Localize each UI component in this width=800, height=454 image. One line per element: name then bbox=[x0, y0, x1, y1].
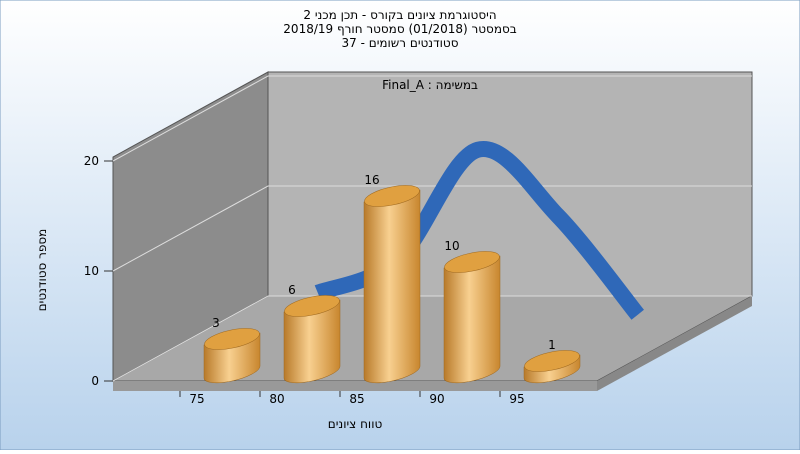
bar-body bbox=[363, 189, 421, 384]
floor-front bbox=[113, 381, 597, 391]
x-tick-label: 75 bbox=[189, 392, 204, 406]
bar bbox=[523, 350, 581, 384]
back-wall bbox=[267, 71, 753, 297]
bar bbox=[443, 251, 501, 384]
bar-top bbox=[444, 251, 500, 273]
chart-title: סטודנטים רשומים - 37 bbox=[341, 36, 458, 50]
title-block: היסטוגרמת ציונים בקורס - תכן מכני 2בסמסט… bbox=[283, 8, 516, 50]
value-label: 3 bbox=[212, 316, 220, 330]
x-tick-label: 90 bbox=[429, 392, 444, 406]
grid-line bbox=[112, 185, 752, 272]
annotation: Final_A : במשימה bbox=[382, 78, 478, 92]
value-label: 10 bbox=[444, 239, 459, 253]
bar-top bbox=[284, 295, 340, 317]
bar-top bbox=[204, 328, 260, 350]
bar bbox=[283, 295, 341, 384]
bar bbox=[203, 328, 261, 384]
floor-edge bbox=[597, 296, 752, 391]
bar-top bbox=[364, 185, 420, 207]
value-label: 1 bbox=[548, 338, 556, 352]
y-tick-label: 0 bbox=[91, 374, 99, 388]
x-axis-label: טווח ציונים bbox=[328, 417, 383, 431]
x-tick-label: 95 bbox=[509, 392, 524, 406]
chart-title: היסטוגרמת ציונים בקורס - תכן מכני 2 bbox=[303, 8, 496, 22]
grid: 0 10 20 bbox=[84, 75, 752, 388]
y-tick-label: 10 bbox=[84, 264, 99, 278]
value-label: 6 bbox=[288, 283, 296, 297]
bar-body bbox=[443, 255, 501, 384]
x-tick-label: 85 bbox=[349, 392, 364, 406]
x-tick-label: 80 bbox=[269, 392, 284, 406]
y-tick-label: 20 bbox=[84, 154, 99, 168]
value-label: 16 bbox=[364, 173, 379, 187]
chart-title: בסמסטר (01/2018) סמסטר חורף 2018/19 bbox=[283, 22, 516, 36]
bar-body bbox=[283, 299, 341, 384]
bar-layer: 75 3 80 6 85 16 90 10 95 1 bbox=[179, 173, 581, 406]
y-axis-label: מספר סטודנטים bbox=[35, 229, 49, 312]
grid-line bbox=[112, 75, 752, 162]
bar bbox=[363, 185, 421, 384]
bar-top bbox=[524, 350, 580, 372]
grid-line bbox=[112, 295, 752, 382]
